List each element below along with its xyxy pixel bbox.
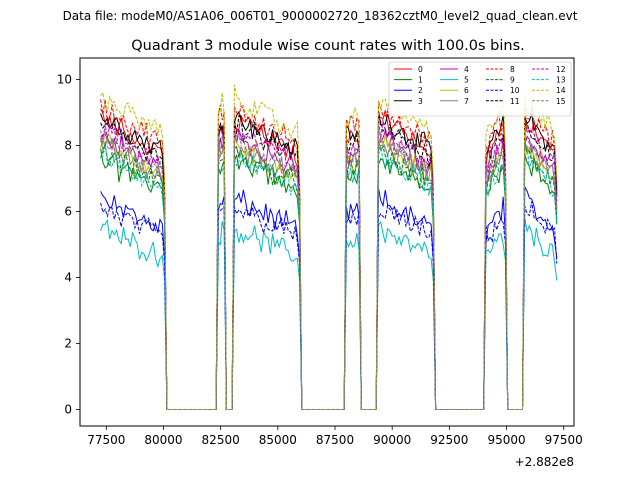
legend-label-2: 2 [418, 86, 423, 95]
suptitle: Data file: modeM0/AS1A06_006T01_90000027… [63, 9, 578, 23]
legend-label-14: 14 [556, 86, 566, 95]
y-tick-label: 6 [64, 204, 72, 218]
x-tick-label: 95000 [487, 433, 525, 447]
legend-label-4: 4 [464, 65, 469, 74]
y-tick-label: 4 [64, 270, 72, 284]
series-line-14 [100, 84, 558, 410]
legend-label-0: 0 [418, 65, 423, 74]
y-tick-label: 8 [64, 138, 72, 152]
series-line-8 [100, 99, 558, 410]
x-tick-label: 90000 [373, 433, 411, 447]
series-line-11 [100, 115, 558, 410]
legend-label-15: 15 [556, 97, 566, 106]
legend-label-7: 7 [464, 97, 469, 106]
series-line-13 [100, 144, 558, 410]
series-line-5 [100, 218, 558, 410]
legend-label-5: 5 [464, 76, 469, 85]
legend-label-11: 11 [510, 97, 520, 106]
chart-title: Quadrant 3 module wise count rates with … [131, 38, 525, 54]
x-tick-label: 97500 [545, 433, 583, 447]
x-tick-label: 87500 [316, 433, 354, 447]
series-line-12 [100, 119, 558, 410]
x-tick-label: 92500 [430, 433, 468, 447]
legend-label-12: 12 [556, 65, 566, 74]
series-line-15 [100, 125, 558, 410]
x-tick-label: 85000 [259, 433, 297, 447]
legend-label-13: 13 [556, 76, 566, 85]
y-tick-label: 2 [64, 336, 72, 350]
y-tick-label: 0 [64, 402, 72, 416]
plot-frame [79, 57, 575, 427]
x-axis: 77500 80000 82500 85000 87500 90000 92500 95000… [87, 426, 583, 447]
x-axis-offset-label: +2.882e8 [515, 455, 574, 469]
legend-label-8: 8 [510, 65, 515, 74]
series-line-2 [100, 186, 558, 410]
legend-label-6: 6 [464, 86, 469, 95]
legend-box [388, 61, 572, 117]
plot-lines [100, 84, 558, 410]
y-axis: 0 2 4 6 8 10 [57, 72, 80, 416]
legend-label-9: 9 [510, 76, 515, 85]
x-tick-label: 80000 [144, 433, 182, 447]
x-tick-label: 82500 [202, 433, 240, 447]
series-line-10 [100, 201, 558, 410]
x-tick-label: 77500 [87, 433, 125, 447]
legend-label-3: 3 [418, 97, 423, 106]
y-tick-label: 10 [57, 72, 72, 86]
legend-label-1: 1 [418, 76, 423, 85]
legend-label-10: 10 [510, 86, 520, 95]
